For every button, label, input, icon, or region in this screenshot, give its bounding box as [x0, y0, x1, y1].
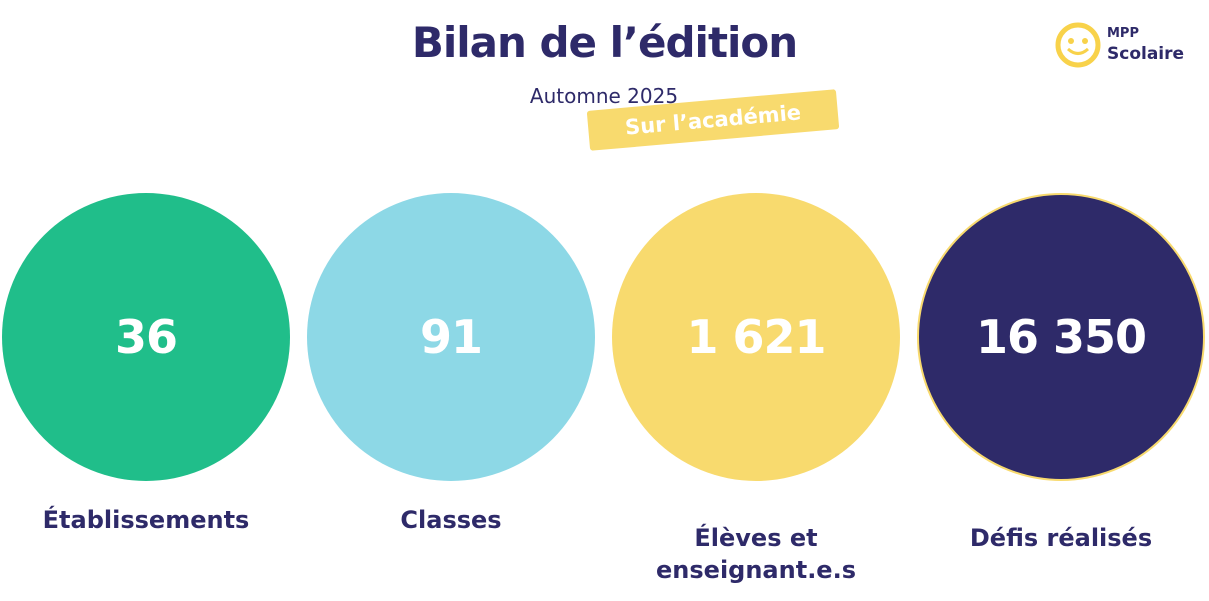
- stat-circle: 1 621: [612, 193, 900, 481]
- subtitle: Automne 2025: [529, 84, 679, 108]
- stat-circle: 16 350: [917, 193, 1205, 481]
- stat-circle: 36: [2, 193, 290, 481]
- stat-circle: 91: [307, 193, 595, 481]
- logo-icon: [1055, 22, 1101, 68]
- title: Bilan de l’édition: [411, 18, 798, 67]
- stat-label: Élèves et enseignant.e.s: [656, 524, 856, 584]
- logo-text: MPP: [1107, 26, 1139, 41]
- stat-label: Classes: [400, 506, 502, 534]
- stat-label: Défis réalisés: [969, 524, 1153, 552]
- stat-label: Établissements: [42, 506, 250, 534]
- logo: MPP Scolaire: [1055, 22, 1205, 70]
- logo-text: Scolaire: [1107, 44, 1185, 64]
